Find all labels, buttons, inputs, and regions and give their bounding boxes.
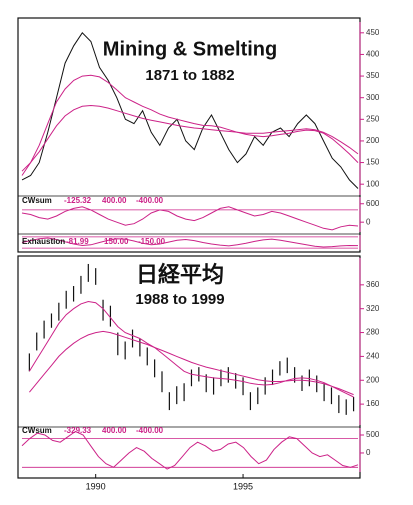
- y-tick-label: 500: [366, 430, 380, 439]
- series-line: [21, 74, 359, 176]
- indicator-line: [21, 206, 359, 231]
- y-tick-label: 0: [366, 448, 371, 457]
- y-tick-label: 240: [366, 352, 380, 361]
- y-tick-label: 400: [366, 50, 380, 59]
- y-tick-label: 450: [366, 28, 380, 37]
- chart-title: Mining & Smelting: [103, 38, 277, 60]
- y-tick-label: 600: [366, 199, 380, 208]
- indicator-name: Exhaustion: [22, 237, 65, 246]
- indicator-value: -81.99: [66, 237, 89, 246]
- y-tick-label: 160: [366, 399, 380, 408]
- y-tick-label: 100: [366, 179, 380, 188]
- indicator-line: [21, 430, 359, 470]
- indicator-level: -400.00: [136, 196, 164, 205]
- y-tick-label: 350: [366, 71, 380, 80]
- y-tick-label: 280: [366, 328, 380, 337]
- x-tick-label: 1990: [86, 481, 106, 491]
- series-line: [28, 300, 354, 398]
- y-tick-label: 360: [366, 280, 380, 289]
- chart-title: 日経平均: [136, 262, 224, 287]
- y-tick-label: 200: [366, 136, 380, 145]
- series-line: [21, 104, 359, 172]
- y-tick-label: 150: [366, 158, 380, 167]
- indicator-line: [21, 237, 359, 248]
- indicator-name: CWsum: [22, 426, 52, 435]
- series-line: [29, 330, 354, 396]
- indicator-name: CWsum: [22, 196, 52, 205]
- indicator-level: 400.00: [102, 196, 127, 205]
- chart-subtitle: 1871 to 1882: [145, 67, 234, 84]
- y-tick-label: 250: [366, 114, 380, 123]
- indicator-level: 150.00: [104, 237, 129, 246]
- y-tick-label: 200: [366, 375, 380, 384]
- y-tick-label: 300: [366, 93, 380, 102]
- y-tick-label: 0: [366, 217, 371, 226]
- series-line: [21, 32, 359, 189]
- indicator-level: -400.00: [136, 426, 164, 435]
- chart-subtitle: 1988 to 1999: [135, 291, 224, 308]
- indicator-level: -150.00: [138, 237, 166, 246]
- x-tick-label: 1995: [233, 481, 253, 491]
- indicator-level: 400.00: [102, 426, 127, 435]
- y-tick-label: 320: [366, 304, 380, 313]
- indicator-value: -125.32: [64, 196, 92, 205]
- indicator-value: -329.33: [64, 426, 92, 435]
